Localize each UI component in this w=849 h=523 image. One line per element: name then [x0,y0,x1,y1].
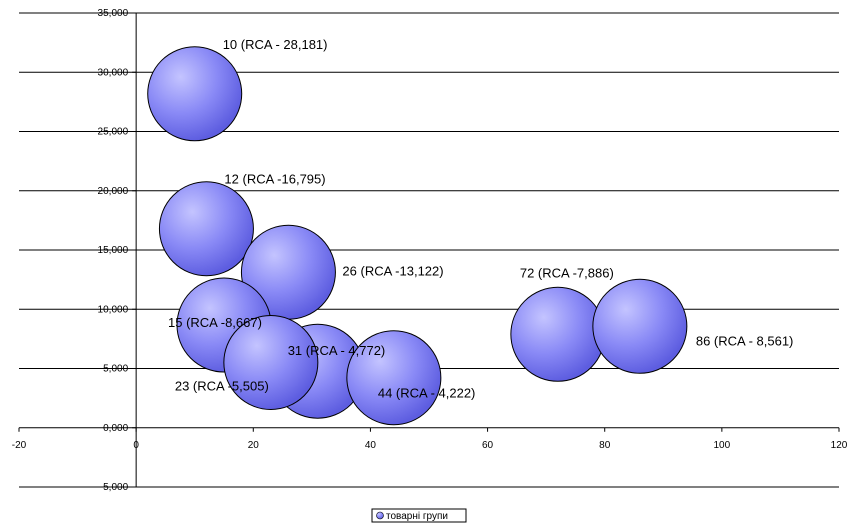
data-label-10: 10 (RCA - 28,181) [223,37,328,52]
bubbles [147,46,688,426]
legend: товарні групи [371,508,467,523]
bubble-12 [158,181,254,277]
bubble-10 [147,46,243,142]
gridlines [19,12,839,488]
y-tick-label: 15,000 [98,245,129,256]
legend-box [371,508,467,523]
data-label-26: 26 (RCA -13,122) [342,263,443,278]
data-label-72: 72 (RCA -7,886) [520,265,614,280]
data-label-15: 15 (RCA -8,667) [168,315,262,330]
legend-entry: товарні групи [386,511,448,522]
y-tick-label: 20,000 [98,186,129,197]
y-tick-label: 5,000 [103,364,128,375]
data-labels: 10 (RCA - 28,181) 12 (RCA -16,795) 26 (RCA… [168,37,793,401]
y-tick-label: 35,000 [98,8,129,19]
x-tick-label: 0 [133,440,139,451]
bubble-23 [223,315,319,411]
y-tick-label: 10,000 [98,304,129,315]
y-tick-label: 0,000 [103,423,128,434]
y-tick-label: 25,000 [98,127,129,138]
x-tick-label: 120 [831,440,848,451]
x-tick-label: -20 [12,440,27,451]
x-tick-label: 20 [248,440,260,451]
y-tick-label: -5,000 [100,482,129,493]
x-tick-label: 60 [482,440,494,451]
x-tick-label: 80 [599,440,611,451]
data-label-23: 23 (RCA -5,505) [175,379,269,394]
x-tick-label: 40 [365,440,377,451]
bubble-72 [510,286,606,382]
legend-marker [376,511,384,520]
y-tick-label: 30,000 [98,67,129,78]
bubble-44 [346,330,442,426]
data-label-44: 44 (RCA - 4,222) [378,386,476,401]
bubble-86 [592,278,688,374]
y-tick-labels: 35,000 30,000 25,000 20,000 15,000 10,000 5,00… [98,8,129,493]
axes [18,12,840,488]
x-tick-labels: -20 0 20 40 60 80 100 120 [12,440,848,451]
data-label-31: 31 (RCA - 4,772) [288,343,386,358]
data-label-12: 12 (RCA -16,795) [224,172,325,187]
x-tick-label: 100 [714,440,731,451]
data-label-86: 86 (RCA - 8,561) [696,333,794,348]
